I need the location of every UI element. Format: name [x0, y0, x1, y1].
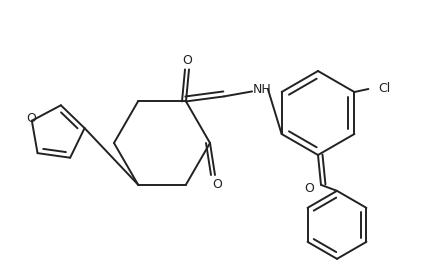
Text: NH: NH	[253, 83, 272, 96]
Text: O: O	[26, 112, 36, 125]
Text: Cl: Cl	[378, 81, 391, 94]
Text: O: O	[212, 177, 222, 191]
Text: O: O	[182, 54, 192, 67]
Text: O: O	[304, 182, 314, 195]
